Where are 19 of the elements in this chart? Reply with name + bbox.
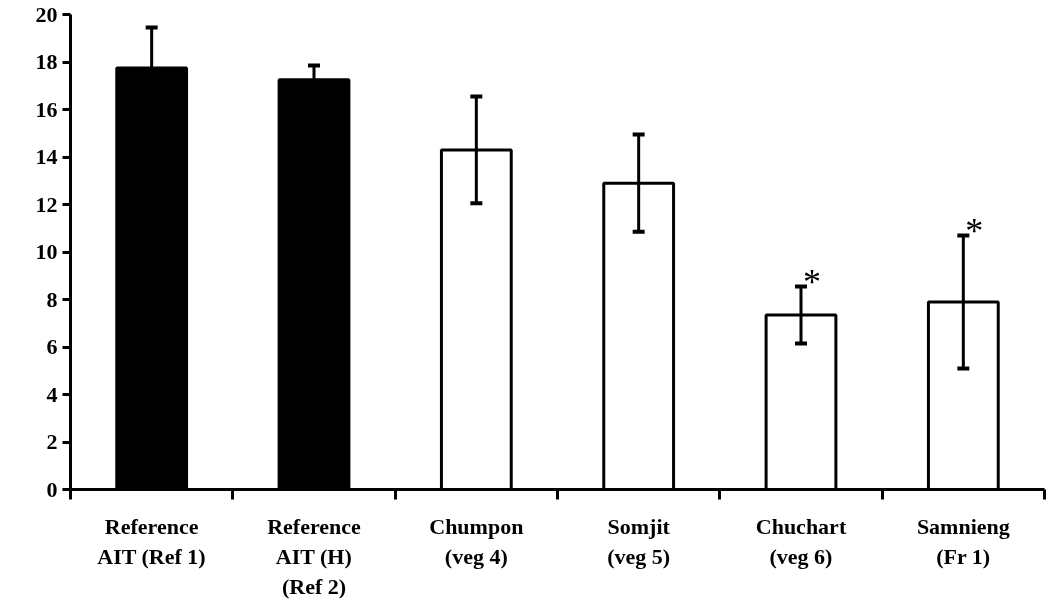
y-tick-label: 0 <box>46 476 58 502</box>
x-tick-label: Chuchart (veg 6) <box>755 513 847 569</box>
annotation: * <box>803 262 821 303</box>
y-tick-label: 20 <box>35 1 58 27</box>
y-tick-label: 8 <box>46 286 58 312</box>
y-tick-label: 12 <box>35 191 58 217</box>
y-tick-label: 14 <box>35 144 58 169</box>
annotation: * <box>965 211 984 252</box>
y-tick-label: 10 <box>35 239 58 264</box>
y-tick-label: 2 <box>46 429 58 454</box>
y-tick-label: 6 <box>46 334 58 359</box>
x-tick-label: Chumpon (veg 4) <box>429 513 524 569</box>
y-tick-label: 4 <box>46 381 58 407</box>
y-tick-label: 16 <box>35 96 58 122</box>
x-tick-label: Somjit (veg 5) <box>607 513 671 569</box>
x-tick-label: Samnieng (Fr 1) <box>916 513 1010 569</box>
x-tick-label: Reference AIT (H) (Ref 2) <box>267 513 362 599</box>
y-tick-label: 18 <box>35 49 58 74</box>
x-tick-label: Reference AIT (Ref 1) <box>97 513 206 569</box>
